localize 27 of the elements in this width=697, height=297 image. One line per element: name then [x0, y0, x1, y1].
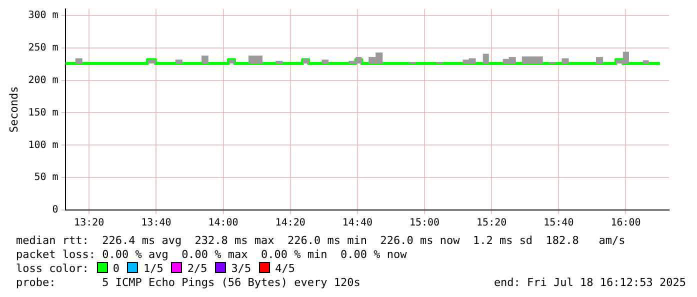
- y-tick-label: 50 m: [34, 172, 58, 184]
- text: probe: 5 ICMP Echo Pings (56 Bytes) every 120s: [16, 276, 360, 289]
- y-tick-label: 100 m: [28, 140, 58, 151]
- legend-label: 4/5: [275, 262, 295, 275]
- y-tick-label: 200 m: [28, 74, 58, 86]
- y-tick-label: 0: [52, 204, 58, 216]
- text: end: Fri Jul 18 16:12:53 2025: [494, 276, 686, 290]
- legend-label: 0: [112, 262, 120, 275]
- x-tick-label: 15:40: [544, 218, 574, 229]
- y-axis-title: Seconds: [7, 86, 20, 133]
- x-tick-label: 15:20: [476, 218, 507, 229]
- text: packet loss: 0.00 % avg 0.00 % max 0.00 % min 0.00 % now: [16, 248, 408, 262]
- text: median rtt: 226.4 ms avg 232.8 ms max 226.0 ms min 226.0 ms now 1.2 ms sd 182.8 am/s: [16, 234, 626, 248]
- y-tick-label: 150 m: [28, 107, 58, 118]
- legend-label: 3/5: [231, 262, 252, 275]
- y-tick-label: 300 m: [28, 10, 58, 22]
- x-tick-label: 14:20: [275, 218, 306, 229]
- x-tick-label: 15:00: [409, 218, 440, 229]
- x-tick-label: 13:40: [141, 218, 172, 229]
- y-tick-label: 250 m: [28, 42, 58, 54]
- legend-title: loss color:: [16, 262, 89, 275]
- x-tick-label: 14:40: [342, 218, 372, 229]
- x-tick-label: 13:20: [74, 218, 104, 229]
- x-tick-label: 16:00: [610, 218, 641, 229]
- legend-label: 2/5: [187, 262, 208, 275]
- x-tick-label: 14:00: [208, 218, 238, 229]
- legend-label: 1/5: [143, 262, 164, 275]
